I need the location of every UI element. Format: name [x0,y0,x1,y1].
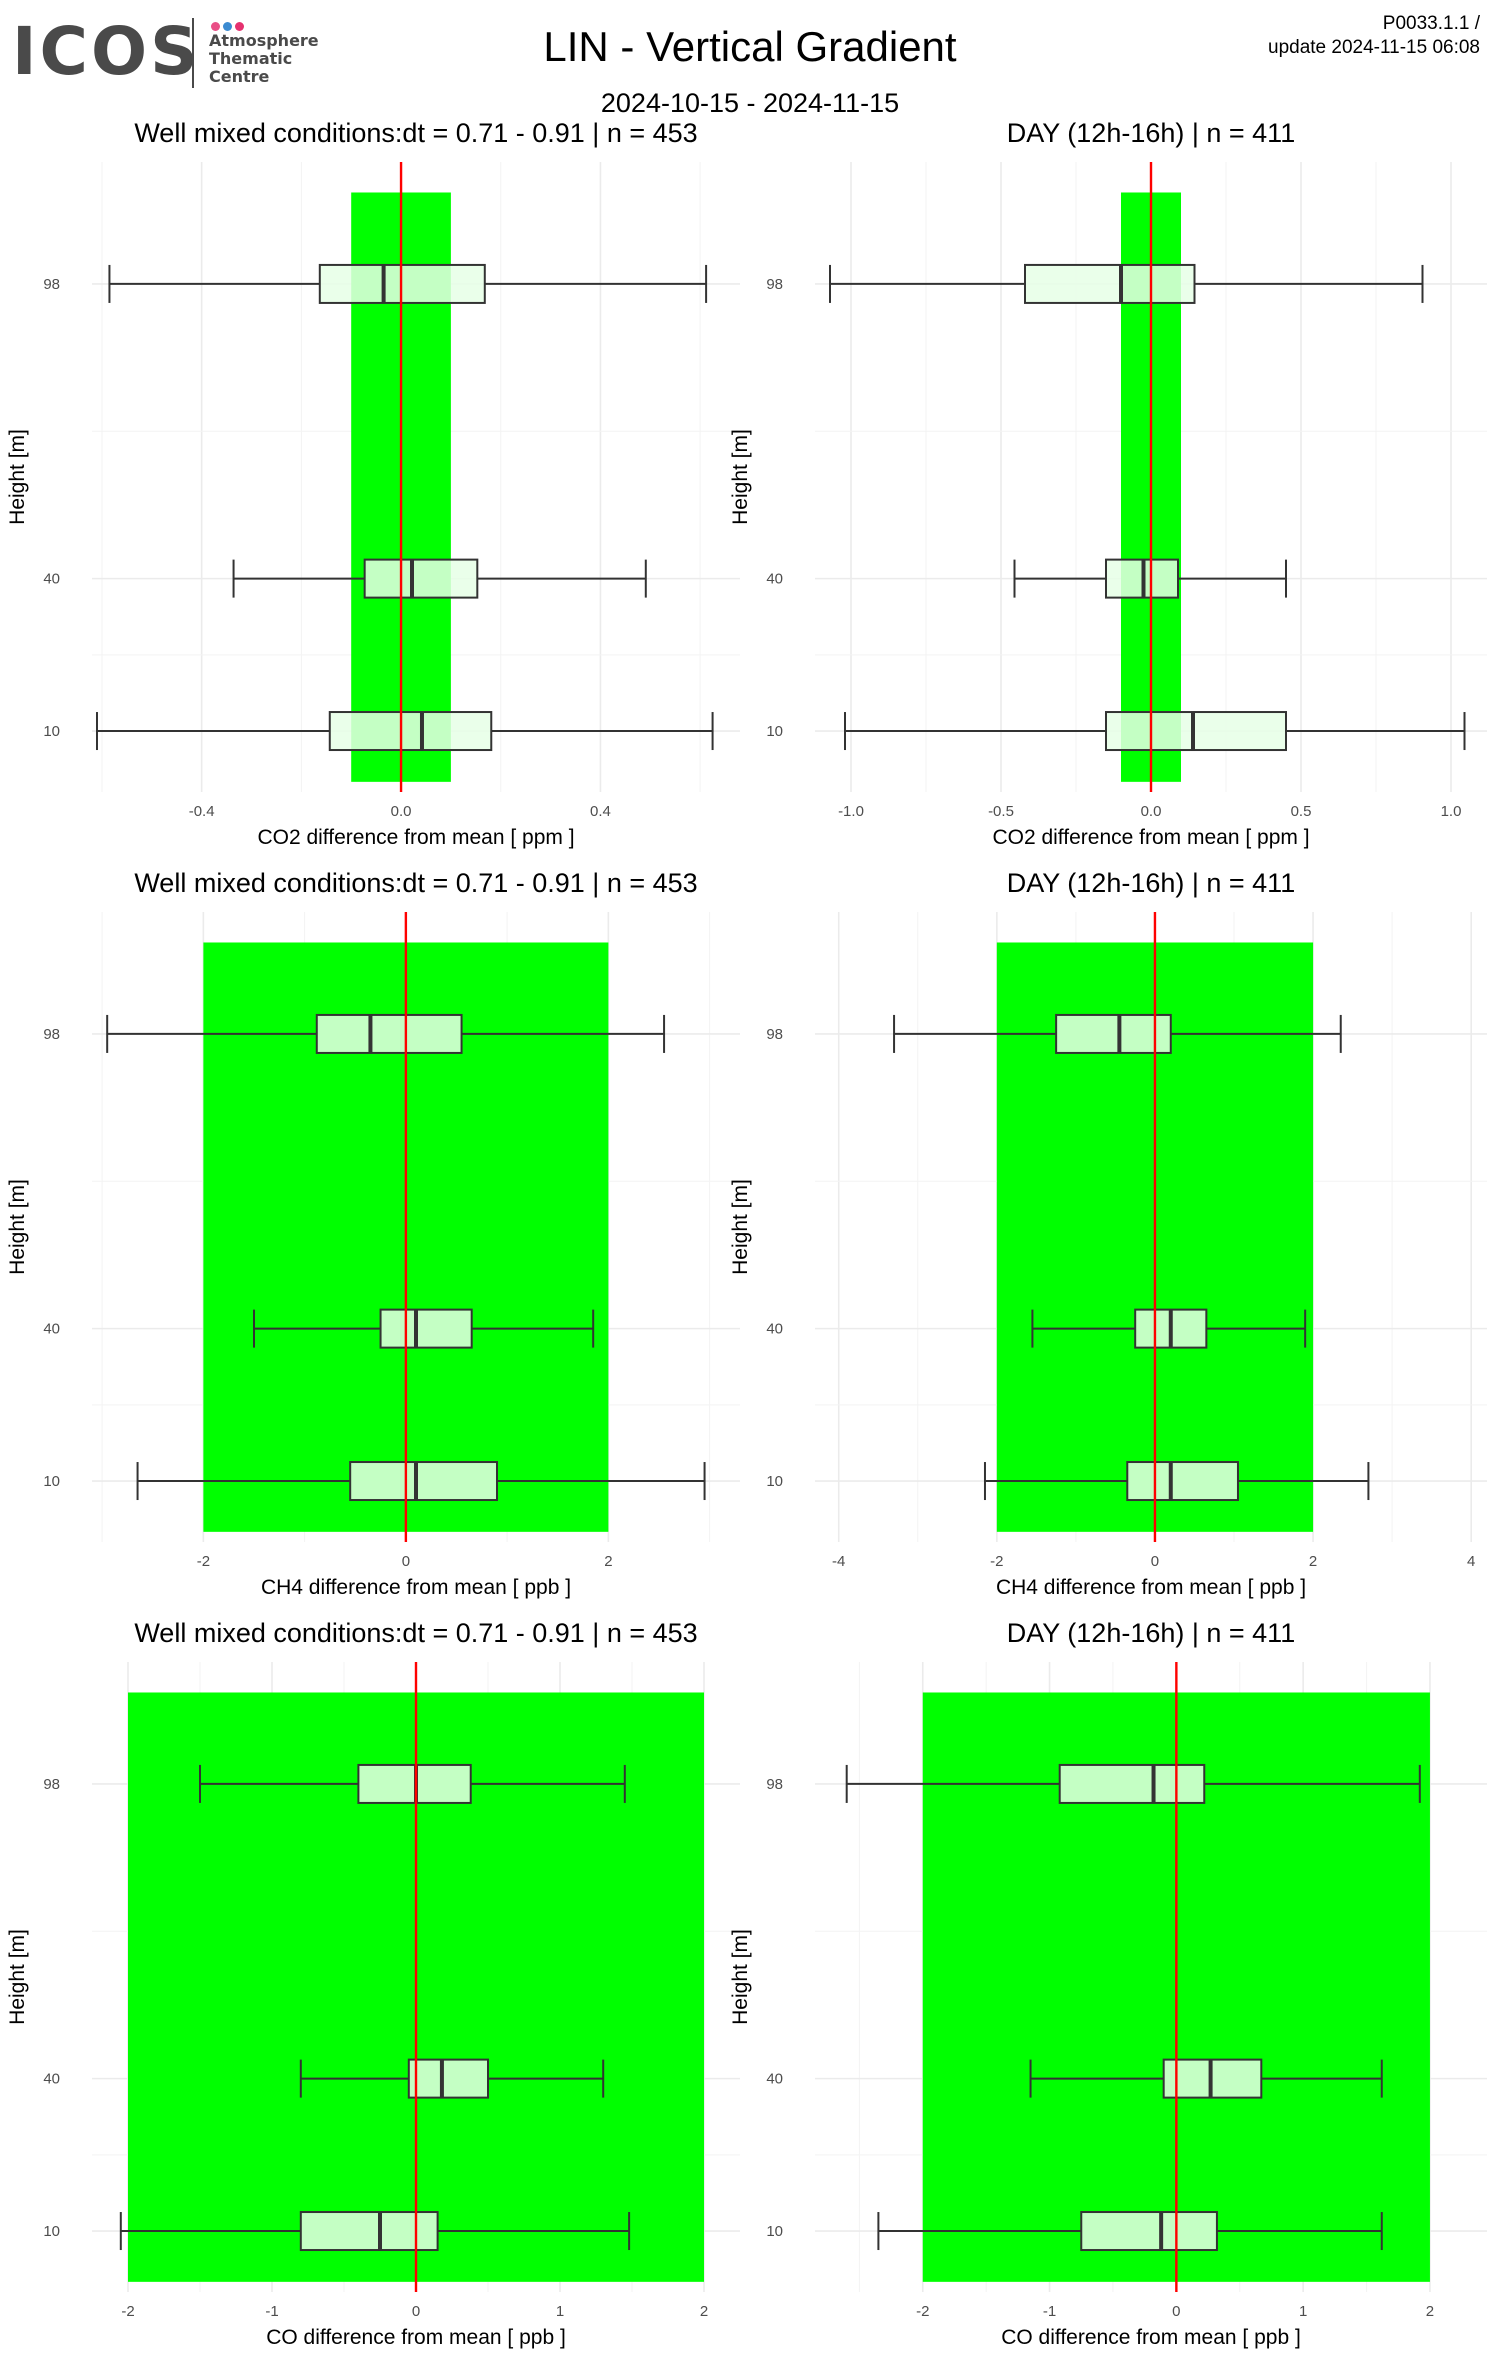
logo-brand: ICOS [12,13,201,90]
chart-panel-5: -2 -1 0 1 2 98 40 10 CO difference from mean [ p… [6,1618,740,2349]
x-tick-label: 1.0 [1441,803,1462,820]
y-tick-label: 40 [43,1321,60,1338]
y-tick-label: 98 [766,1026,783,1043]
y-axis-label: Height [m] [6,1929,29,2025]
y-axis-label: Height [m] [6,1179,29,1275]
x-tick-label: 4 [1467,1553,1475,1570]
y-axis-label: Height [m] [729,1929,752,2025]
y-axis-label: Height [m] [729,429,752,525]
chart-panel-4: -4 -2 0 2 4 98 40 10 CH4 difference from mean [ … [729,868,1487,1599]
chart-title: Well mixed conditions:dt = 0.71 - 0.91 |… [134,868,697,898]
y-axis-label: Height [m] [6,429,29,525]
y-tick-label: 40 [766,571,783,588]
x-axis-label: CH4 difference from mean [ ppb ] [996,1576,1306,1599]
x-tick-label: 0.4 [590,803,611,820]
x-tick-label: -4 [832,1553,845,1570]
page-title: LIN - Vertical Gradient [543,23,957,70]
y-tick-label: 40 [43,571,60,588]
logo-dot-blue [223,22,232,31]
chart-panel-2: -1.0 -0.5 0.0 0.5 1.0 98 40 10 CO2 difference fr… [729,118,1487,849]
icos-logo: ICOS Atmosphere Thematic Centre [12,14,322,94]
box-iqr [1126,1461,1239,1502]
box-iqr [363,558,479,599]
chart-title: Well mixed conditions:dt = 0.71 - 0.91 |… [134,1618,697,1648]
x-tick-label: -1 [265,2303,278,2320]
x-tick-label: -0.4 [189,803,215,820]
y-tick-label: 98 [43,276,60,293]
y-tick-label: 10 [43,2223,60,2240]
x-tick-label: -2 [197,1553,210,1570]
x-tick-label: 0.5 [1291,803,1312,820]
y-tick-label: 10 [766,723,783,740]
box-iqr [1105,711,1287,752]
chart-title: DAY (12h-16h) | n = 411 [1007,118,1295,148]
x-tick-label: 0.0 [1141,803,1162,820]
x-axis-label: CO2 difference from mean [ ppm ] [992,826,1309,849]
y-tick-label: 10 [43,723,60,740]
x-tick-label: 1 [1299,2303,1307,2320]
box-iqr [1024,263,1196,304]
x-tick-label: -0.5 [988,803,1014,820]
x-tick-label: 2 [1309,1553,1317,1570]
logo-dot-pink [211,22,220,31]
box-iqr [318,263,486,304]
page-header: ICOS Atmosphere Thematic Centre LIN - Ve… [0,0,1500,130]
y-tick-label: 98 [766,276,783,293]
chart-panel-6: -2 -1 0 1 2 98 40 10 CO difference from mean [ p… [729,1618,1487,2349]
y-tick-label: 10 [766,2223,783,2240]
y-tick-label: 10 [766,1473,783,1490]
x-tick-label: 2 [604,1553,612,1570]
x-tick-label: -1.0 [838,803,864,820]
x-tick-label: 2 [700,2303,708,2320]
x-tick-label: 1 [556,2303,564,2320]
version-info: P0033.1.1 / update 2024-11-15 06:08 [1268,12,1480,60]
x-tick-label: -2 [121,2303,134,2320]
y-tick-label: 10 [43,1473,60,1490]
x-axis-label: CO difference from mean [ ppb ] [266,2326,566,2349]
box-iqr [328,711,493,752]
x-tick-label: 2 [1426,2303,1434,2320]
x-tick-label: 0.0 [391,803,412,820]
y-axis-label: Height [m] [729,1179,752,1275]
version-label: P0033.1.1 / [1382,13,1480,34]
y-tick-label: 40 [43,2071,60,2088]
y-tick-label: 98 [43,1026,60,1043]
y-tick-label: 98 [43,1776,60,1793]
chart-title: DAY (12h-16h) | n = 411 [1007,1618,1295,1648]
x-tick-label: 0 [1151,1553,1159,1570]
box-iqr [315,1013,463,1054]
logo-text: Atmosphere Thematic Centre [209,32,319,86]
chart-title: Well mixed conditions:dt = 0.71 - 0.91 |… [134,118,697,148]
x-tick-label: -2 [990,1553,1003,1570]
box-iqr [407,2058,489,2099]
logo-line-1: Atmosphere [209,31,319,50]
x-axis-label: CO difference from mean [ ppb ] [1001,2326,1301,2349]
box-iqr [379,1308,473,1349]
chart-panel-1: -0.4 0.0 0.4 98 40 10 CO2 difference from mean… [6,118,740,849]
logo-line-2: Thematic [209,49,293,68]
box-iqr [1058,1763,1206,1804]
logo-divider [192,18,194,88]
logo-line-3: Centre [209,67,270,86]
box-iqr [349,1461,498,1502]
x-tick-label: -1 [1043,2303,1056,2320]
x-tick-label: 0 [1172,2303,1180,2320]
update-timestamp: update 2024-11-15 06:08 [1268,37,1480,58]
chart-panel-3: -2 0 2 98 40 10 CH4 difference from mean [ ppb… [6,868,740,1599]
box-iqr [1080,2211,1218,2252]
date-range: 2024-10-15 - 2024-11-15 [600,88,900,118]
y-tick-label: 98 [766,1776,783,1793]
y-tick-label: 40 [766,1321,783,1338]
logo-dot-red [235,22,244,31]
x-tick-label: 0 [412,2303,420,2320]
logo-dots [211,18,247,31]
x-axis-label: CH4 difference from mean [ ppb ] [261,1576,571,1599]
x-axis-label: CO2 difference from mean [ ppm ] [257,826,574,849]
y-tick-label: 40 [766,2071,783,2088]
x-tick-label: -2 [916,2303,929,2320]
box-iqr [1055,1013,1172,1054]
chart-title: DAY (12h-16h) | n = 411 [1007,868,1295,898]
x-tick-label: 0 [402,1553,410,1570]
